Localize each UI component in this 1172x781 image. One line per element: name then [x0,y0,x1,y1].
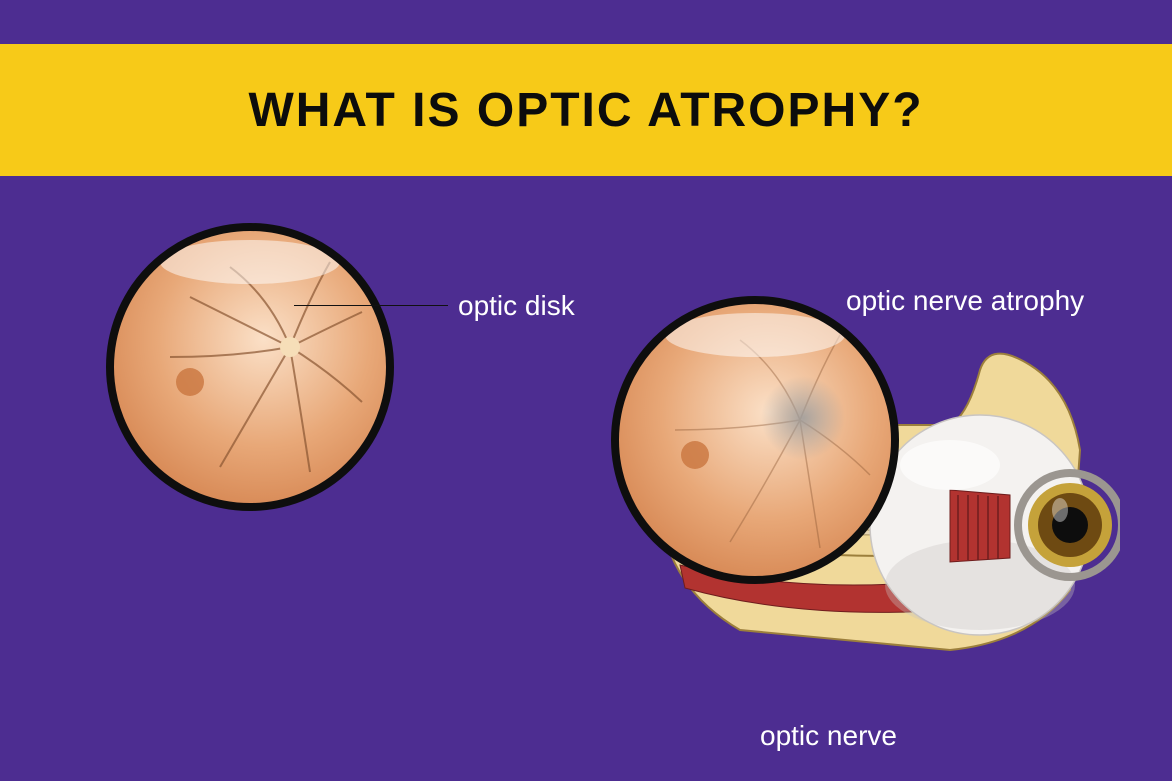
label-optic-disk: optic disk [458,290,575,322]
fundus-left-illustration [100,217,400,517]
label-optic-nerve-atrophy: optic nerve atrophy [846,285,1084,317]
fundus-right-illustration [605,290,905,590]
infographic-canvas: WHAT IS OPTIC ATROPHY? [0,0,1172,781]
title-bar: WHAT IS OPTIC ATROPHY? [0,44,1172,176]
title-text: WHAT IS OPTIC ATROPHY? [248,83,923,138]
label-line-optic-disk [294,305,448,306]
label-optic-nerve: optic nerve [760,720,897,752]
